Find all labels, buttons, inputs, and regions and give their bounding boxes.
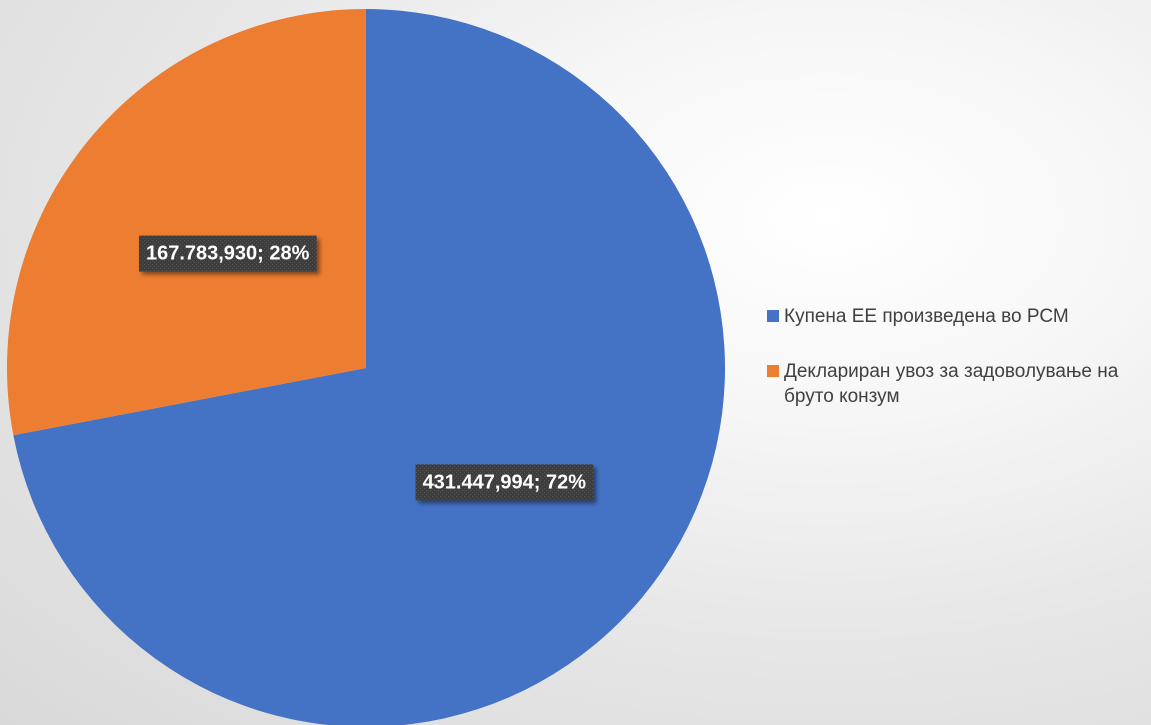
data-label-1: 431.447,994; 72% [415, 464, 594, 501]
data-label-box-1 [415, 464, 594, 501]
legend-swatch-series-2 [767, 365, 779, 377]
pie-slices [7, 9, 725, 725]
pie-slice-2 [7, 9, 367, 436]
legend-label-series-1: Купена ЕЕ произведена во РСМ [784, 306, 1069, 327]
pie-data-labels: 431.447,994; 72% 167.783,930; 28% [139, 235, 594, 501]
chart-legend: Купена ЕЕ произведена во РСМ Деклариран … [767, 304, 1147, 439]
pie-slice-1 [13, 9, 725, 725]
data-label-text-1: 431.447,994; 72% [423, 471, 587, 493]
legend-label-series-2: Деклариран увоз за задоволување на бруто… [784, 361, 1119, 407]
legend-item-series-2: Деклариран увоз за задоволување на бруто… [767, 359, 1147, 409]
data-label-2: 167.783,930; 28% [139, 235, 317, 272]
data-label-box-2 [139, 235, 317, 272]
data-label-text-2: 167.783,930; 28% [146, 243, 310, 265]
legend-swatch-series-1 [767, 310, 779, 322]
legend-item-series-1: Купена ЕЕ произведена во РСМ [767, 304, 1147, 329]
